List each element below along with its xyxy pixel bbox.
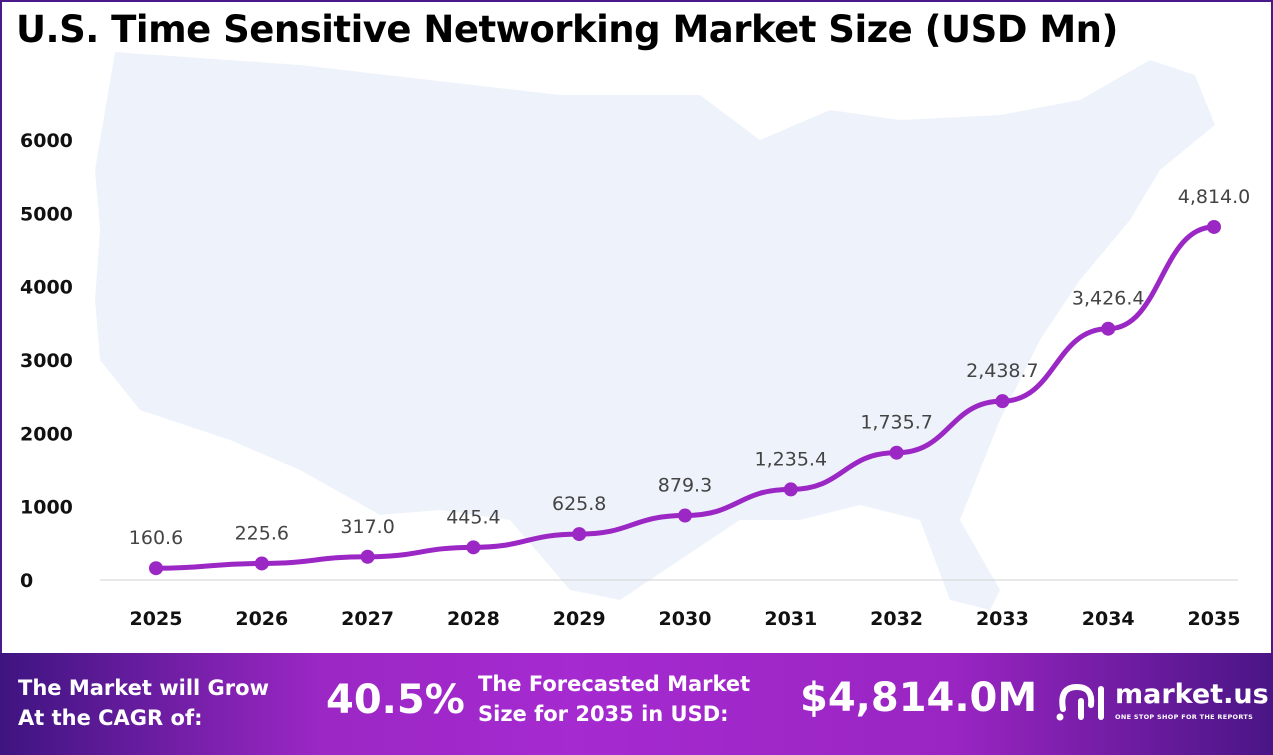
x-tick-label: 2026	[235, 608, 288, 630]
y-tick-label: 4000	[20, 277, 73, 299]
data-label: 879.3	[658, 475, 712, 497]
data-point	[360, 549, 375, 564]
line-chart: 0 1000 2000 3000 4000 5000 6000 2025 2026 2027 202…	[20, 52, 1251, 630]
forecast-label-line-1: The Forecasted Market	[478, 672, 751, 696]
data-label: 317.0	[340, 516, 394, 538]
brand-name: market.us	[1115, 679, 1269, 710]
x-tick-label: 2035	[1188, 608, 1241, 630]
y-tick-label: 6000	[20, 130, 73, 152]
data-label: 225.6	[235, 522, 289, 544]
y-tick-label: 3000	[20, 350, 73, 372]
cagr-value: 40.5%	[326, 677, 465, 723]
forecast-label: The Forecasted Market Size for 2035 in U…	[478, 669, 750, 729]
forecast-value: $4,814.0M	[800, 675, 1038, 721]
y-tick-label: 1000	[20, 497, 73, 519]
footer-banner: The Market will Grow At the CAGR of: 40.…	[0, 653, 1273, 755]
data-point	[678, 508, 692, 523]
data-point	[149, 561, 163, 576]
data-point	[466, 540, 481, 555]
x-tick-label: 2030	[659, 608, 712, 630]
data-point	[1207, 219, 1221, 234]
forecast-label-line-2: Size for 2035 in USD:	[478, 702, 729, 726]
data-label: 445.4	[446, 506, 500, 528]
x-tick-label: 2031	[764, 608, 817, 630]
data-point	[572, 527, 587, 542]
x-tick-label: 2028	[447, 608, 500, 630]
x-tick-label: 2025	[130, 608, 183, 630]
data-label: 1,735.7	[860, 412, 933, 434]
cagr-label: The Market will Grow At the CAGR of:	[18, 673, 269, 733]
data-label: 3,426.4	[1072, 288, 1145, 310]
y-tick-label: 2000	[20, 423, 73, 445]
x-tick-label: 2032	[870, 608, 923, 630]
cagr-label-line-2: At the CAGR of:	[18, 706, 203, 730]
data-point	[783, 482, 798, 497]
logo-mark-icon	[1056, 683, 1104, 721]
x-tick-label: 2034	[1082, 608, 1135, 630]
cagr-label-line-1: The Market will Grow	[18, 676, 269, 700]
x-tick-label: 2027	[341, 608, 394, 630]
data-label: 160.6	[129, 527, 183, 549]
data-point	[889, 445, 904, 460]
series-line	[155, 224, 1215, 571]
data-point	[254, 556, 269, 571]
brand-tagline: ONE STOP SHOP FOR THE REPORTS	[1115, 713, 1254, 721]
data-point	[995, 394, 1010, 409]
us-map-background	[95, 52, 1215, 610]
y-tick-label: 5000	[20, 203, 73, 225]
data-label: 1,235.4	[755, 448, 828, 470]
data-label: 625.8	[552, 493, 606, 515]
data-label: 2,438.7	[966, 360, 1039, 382]
y-tick-label: 0	[20, 570, 33, 592]
x-tick-label: 2029	[553, 608, 606, 630]
data-label: 4,814.0	[1178, 186, 1251, 208]
chart-title: U.S. Time Sensitive Networking Market Si…	[16, 8, 1118, 51]
data-point	[1101, 321, 1116, 336]
x-tick-label: 2033	[976, 608, 1029, 630]
